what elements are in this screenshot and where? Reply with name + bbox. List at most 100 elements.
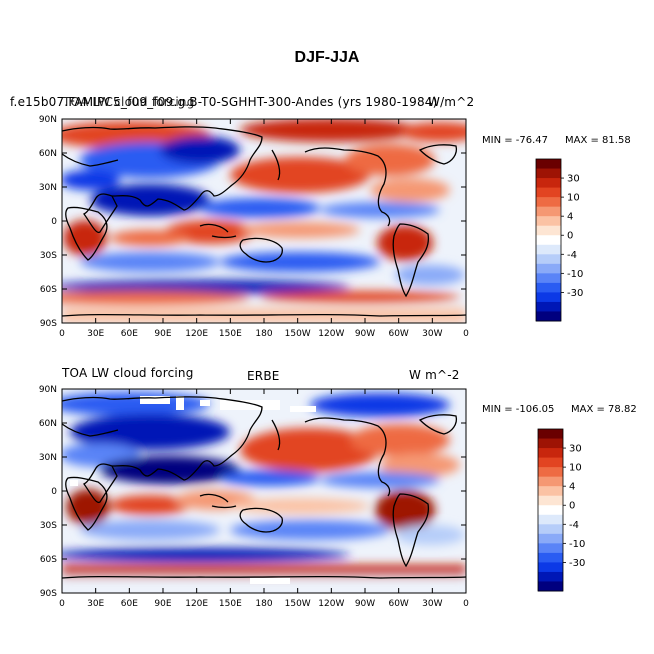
panel2-colorbar-box (538, 562, 563, 573)
panel2-lat-label: 30S (40, 521, 57, 531)
panel1-lat-label: 90S (40, 319, 57, 329)
panel2-colorbar-box (538, 533, 563, 544)
panel1-min-label: MIN = -76.47 (482, 135, 549, 146)
panel1-colorbar-box (536, 159, 561, 170)
panel1-units-label: W/m^2 (428, 95, 475, 109)
panel1-lon-label: 30E (87, 329, 104, 339)
panel1-case-label: f.e15b07.FAMIPC5_f09_f09.g.B-T0-SGHHT-30… (10, 95, 438, 109)
panel2-colorbar-box (538, 581, 563, 592)
panel2-lat-label: 90S (40, 589, 57, 599)
panel1-colorbar-label: -10 (567, 269, 583, 280)
panel1-colorbar-frame (535, 158, 562, 322)
panel2-map (62, 389, 466, 593)
panel1-lon-label: 30W (422, 329, 442, 339)
panel1-colorbar-box (536, 273, 561, 284)
panel1-colorbar-box (536, 282, 561, 293)
panel2-colorbar-box (538, 438, 563, 449)
panel1-field-label: TOA LW cloud forcing (63, 95, 195, 109)
panel1-colorbar-label: 10 (567, 193, 580, 204)
panel1-field-shading (62, 119, 466, 323)
panel1-lon-label: 150W (285, 329, 311, 339)
panel1-colorbar-box (536, 254, 561, 265)
panel2-lon-label: 60W (388, 599, 408, 609)
panel1-colorbar-label: 30 (567, 174, 580, 185)
panel2-lat-label: 60N (39, 419, 57, 429)
panel2-lat-label: 90N (39, 385, 57, 395)
panel2-field-label: TOA LW cloud forcing (62, 366, 194, 380)
panel1-lat-label: 30N (39, 183, 57, 193)
panel2-lon-label: 30E (87, 599, 104, 609)
panel2-max-label: MAX = 78.82 (571, 404, 637, 415)
panel2-colorbar-box (538, 552, 563, 563)
panel2-lon-label: 150W (285, 599, 311, 609)
panel2-colorbar-box (538, 467, 563, 478)
panel1-colorbar-box (536, 178, 561, 189)
panel2-lon-label: 120E (185, 599, 208, 609)
panel2-min-label: MIN = -106.05 (482, 404, 555, 415)
panel1-colorbar-box (536, 216, 561, 227)
panel1-lat-label: 30S (40, 251, 57, 261)
panel1-lon-label: 120W (318, 329, 344, 339)
panel2-colorbar-frame (537, 428, 564, 592)
panel2-colorbar-box (538, 514, 563, 525)
panel2-colorbar-box (538, 524, 563, 535)
panel1-colorbar-label: -30 (567, 288, 583, 299)
panel2-colorbar-box (538, 571, 563, 582)
panel1-colorbar-box (536, 301, 561, 312)
panel2-colorbar-label: 4 (569, 482, 575, 493)
panel2-lon-label: 30W (422, 599, 442, 609)
panel2-field-shading (62, 392, 466, 593)
panel1-lat-label: 60N (39, 149, 57, 159)
panel2-lon-label: 90E (154, 599, 171, 609)
panel1-colorbar-label: 0 (567, 231, 573, 242)
panel2-lon-label: 150E (219, 599, 242, 609)
panel1-lon-label: 90E (154, 329, 171, 339)
panel2-colorbar: 30 10 4 0 -4 -10 -30 (537, 428, 585, 592)
panel2-colorbar-box (538, 448, 563, 459)
panel2-lon-label: 90W (355, 599, 375, 609)
panel2-lon-label: 60E (121, 599, 138, 609)
panel2-colorbar-box (538, 429, 563, 440)
panel1-colorbar-label: 4 (567, 212, 573, 223)
panel2-colorbar-label: -30 (569, 558, 585, 569)
panel2-lon-label: 180 (255, 599, 272, 609)
panel2-lat-label: 0 (51, 487, 57, 497)
panel1-lon-label: 60W (388, 329, 408, 339)
panel1-colorbar-label: -4 (567, 250, 577, 261)
panel1-lon-label: 60E (121, 329, 138, 339)
panel1-colorbar-box (536, 311, 561, 322)
panel2-coastlines (62, 396, 466, 579)
panel1-colorbar: 30 10 4 0 -4 -10 -30 (535, 158, 583, 322)
panel2-missing-data (70, 396, 316, 584)
panel1-max-label: MAX = 81.58 (565, 135, 631, 146)
panel1-map (62, 119, 466, 323)
panel1-lon-label: 0 (463, 329, 469, 339)
panel2-colorbar-label: -4 (569, 520, 579, 531)
panel2-colorbar-label: 0 (569, 501, 575, 512)
panel1-lon-label: 150E (219, 329, 242, 339)
panel2-center-label: ERBE (247, 369, 280, 383)
panel2-colorbar-label: 10 (569, 463, 582, 474)
panel2-units-label: W m^-2 (409, 368, 460, 382)
panel2-colorbar-label: 30 (569, 444, 582, 455)
panel1-lon-label: 90W (355, 329, 375, 339)
panel1-colorbar-box (536, 225, 561, 236)
panel1-colorbar-box (536, 292, 561, 303)
panel2-colorbar-box (538, 505, 563, 516)
panel1-lon-label: 120E (185, 329, 208, 339)
panel1-colorbar-box (536, 168, 561, 179)
panel1-lat-label: 60S (40, 285, 57, 295)
panel2-lon-label: 120W (318, 599, 344, 609)
panel2-colorbar-label: -10 (569, 539, 585, 550)
panel2-lon-label: 0 (59, 599, 65, 609)
panel2-colorbar-box (538, 486, 563, 497)
panel1-colorbar-box (536, 235, 561, 246)
panel2-colorbar-box (538, 543, 563, 554)
panel1-colorbar-box (536, 197, 561, 208)
panel2-colorbar-box (538, 457, 563, 468)
panel1-colorbar-box (536, 187, 561, 198)
panel2-colorbar-box (538, 476, 563, 487)
